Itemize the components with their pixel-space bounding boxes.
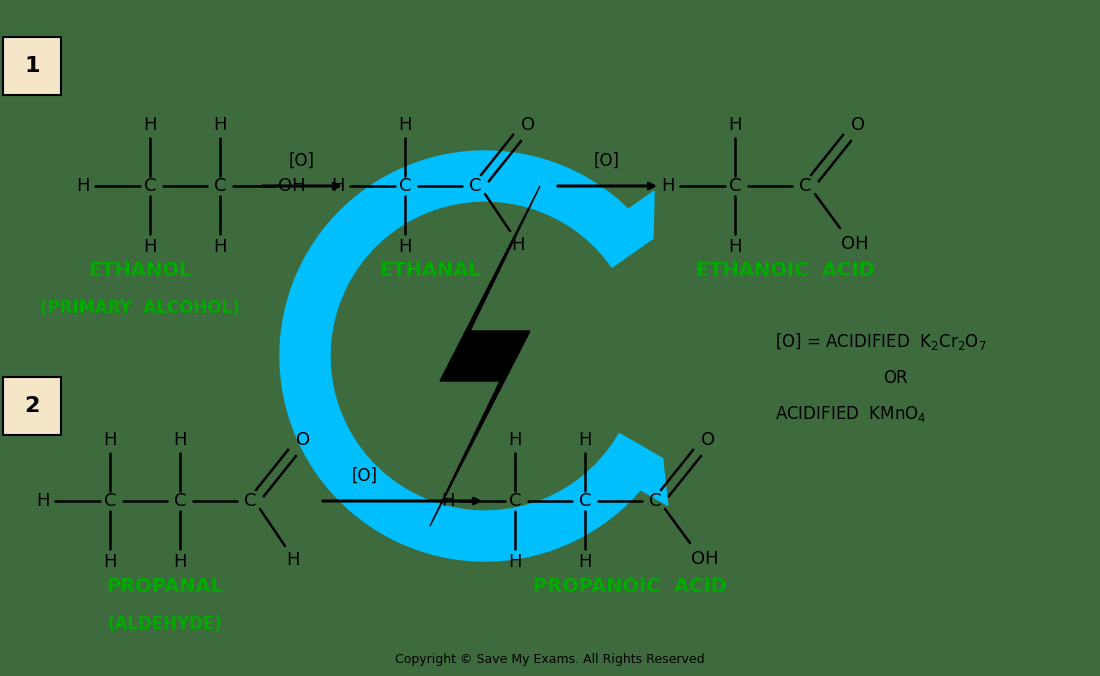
FancyBboxPatch shape [3,377,60,435]
Text: H: H [579,553,592,571]
Text: H: H [213,238,227,256]
Text: O: O [701,431,715,449]
Text: H: H [728,116,741,134]
Text: H: H [174,431,187,449]
Text: H: H [143,116,156,134]
Text: H: H [213,116,227,134]
Text: C: C [469,177,482,195]
Text: H: H [441,492,454,510]
Polygon shape [619,458,668,506]
Text: [O]: [O] [594,152,620,170]
Text: H: H [512,236,525,254]
Text: C: C [103,492,117,510]
Text: O: O [296,431,310,449]
Text: (ALDEHYDE): (ALDEHYDE) [108,615,222,633]
Text: C: C [174,492,186,510]
Text: C: C [649,492,661,510]
Text: H: H [36,492,50,510]
Text: H: H [579,431,592,449]
Text: ETHANAL: ETHANAL [379,262,481,281]
Text: ACIDIFIED  KMnO$_4$: ACIDIFIED KMnO$_4$ [776,404,926,424]
Polygon shape [608,191,654,239]
Polygon shape [430,186,540,526]
Text: H: H [661,177,674,195]
Text: H: H [143,238,156,256]
Text: C: C [799,177,811,195]
Text: 1: 1 [24,56,40,76]
Text: H: H [398,238,411,256]
Text: C: C [728,177,741,195]
Text: ETHANOIC  ACID: ETHANOIC ACID [695,262,875,281]
Text: C: C [508,492,521,510]
FancyBboxPatch shape [3,37,60,95]
Text: PROPANOIC  ACID: PROPANOIC ACID [534,577,727,596]
Text: C: C [579,492,592,510]
Text: H: H [286,551,299,569]
Text: [O] = ACIDIFIED  K$_2$Cr$_2$O$_7$: [O] = ACIDIFIED K$_2$Cr$_2$O$_7$ [776,331,987,352]
Text: H: H [103,431,117,449]
Text: O: O [851,116,865,134]
Text: OH: OH [691,550,718,568]
Polygon shape [280,151,662,561]
Text: 2: 2 [24,396,40,416]
Text: H: H [76,177,90,195]
Text: [O]: [O] [289,152,315,170]
Text: H: H [508,553,521,571]
Text: ETHANOL: ETHANOL [88,262,191,281]
Text: OH: OH [278,177,306,195]
Text: C: C [398,177,411,195]
Text: O: O [521,116,535,134]
Text: H: H [103,553,117,571]
Text: H: H [728,238,741,256]
Text: C: C [244,492,256,510]
Text: H: H [398,116,411,134]
Text: OR: OR [882,369,908,387]
Text: H: H [174,553,187,571]
Text: (PRIMARY  ALCOHOL): (PRIMARY ALCOHOL) [41,299,240,317]
Text: OH: OH [842,235,869,253]
Text: PROPANAL: PROPANAL [107,577,223,596]
Text: H: H [331,177,344,195]
Text: Copyright © Save My Exams. All Rights Reserved: Copyright © Save My Exams. All Rights Re… [395,654,705,667]
Text: C: C [144,177,156,195]
Text: H: H [508,431,521,449]
Text: C: C [213,177,227,195]
Text: [O]: [O] [352,467,378,485]
